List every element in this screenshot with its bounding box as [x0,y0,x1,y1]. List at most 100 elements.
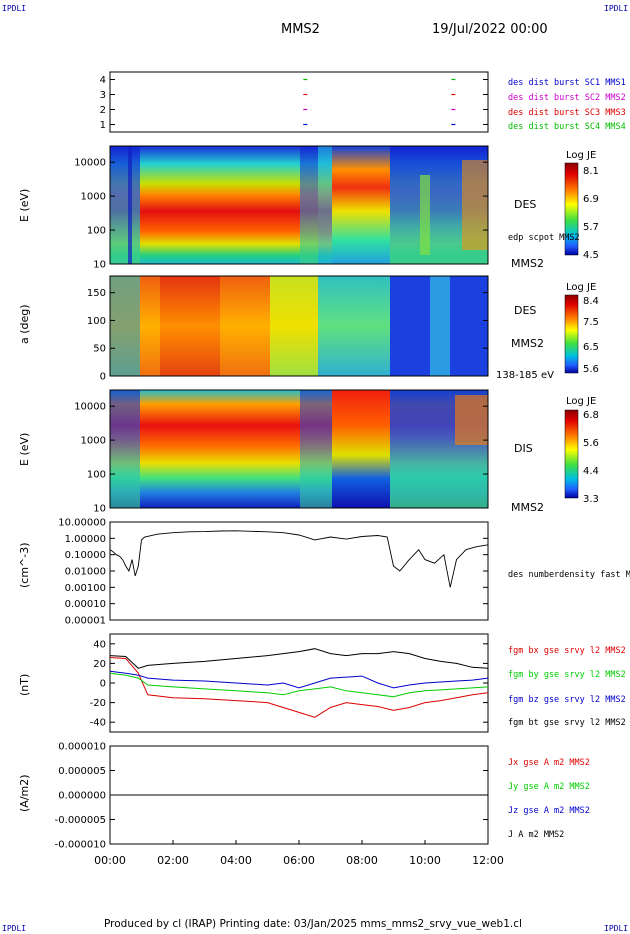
bfield-ylabel: (nT) [18,673,31,696]
des-energy-cb-tick: 6.9 [583,194,599,205]
y-tick-label: 1 [100,120,106,131]
y-tick-label: 100 [87,470,106,481]
y-tick-label: 1000 [81,192,106,203]
y-tick-label: 10 [93,504,106,515]
des-energy-overlay-label: edp scpot MMS2 [508,233,580,243]
density-line [109,530,489,588]
time-axis: 00:00 02:00 04:00 06:00 08:00 10:00 12:00 [94,840,504,867]
x-tick-label: 04:00 [220,854,252,867]
y-tick-label: 100 [87,316,106,327]
y-tick-label: 0 [100,372,106,383]
bfield-line-bz [109,670,489,689]
x-tick-label: 12:00 [472,854,504,867]
dis-energy-spectrogram: 10 100 1000 10000 [74,389,579,515]
footer-credits: Produced by cl (IRAP) Printing date: 03/… [104,918,522,930]
y-tick-label: 100 [87,226,106,237]
dis-energy-cb-tick: 5.6 [583,438,599,449]
y-tick-label: 0.00010 [65,599,106,610]
dis-energy-sublabel: MMS2 [511,501,544,514]
burst-legend-mms4: des dist burst SC4 MMS4 [508,122,626,132]
density-y-axis: 0.00001 0.00010 0.00100 0.01000 0.10000 1.000… [58,518,488,627]
bfield-legend-bz: fgm bz gse srvy l2 MMS2 [508,695,626,705]
y-tick-label: 0.000000 [58,791,106,802]
density-legend: des numberdensity fast M [508,570,630,580]
x-tick-label: 10:00 [409,854,441,867]
bfield-legend-by: fgm by gse srvy l2 MMS2 [508,670,626,680]
des-energy-cb-tick: 4.5 [583,250,599,261]
y-tick-label: 20 [93,659,106,670]
des-pitch-cb-tick: 6.5 [583,342,599,353]
corner-label-top-left: IPDLI [2,4,27,13]
page-title: MMS2 [281,22,320,37]
bfield-legend-bt: fgm bt gse srvy l2 MMS2 [508,718,626,728]
burst-panel: 1 2 3 4 [100,71,489,133]
y-tick-label: 0.00001 [65,616,106,627]
des-pitch-cb-tick: 7.5 [583,317,599,328]
density-panel: 0.00001 0.00010 0.00100 0.01000 0.10000 1.000… [58,518,489,627]
dis-energy-colorbar-title: Log JE [566,396,597,407]
bfield-y-axis: -40 -20 0 20 40 [90,639,488,729]
current-legend-jz: Jz gse A m2 MMS2 [508,806,590,816]
page-date: 19/Jul/2022 00:00 [432,22,548,37]
current-legend-jy: Jy gse A m2 MMS2 [508,782,590,792]
y-tick-label: -0.000005 [55,815,106,826]
y-tick-label: 0.00100 [65,583,106,594]
y-tick-label: 150 [87,288,106,299]
burst-y-axis: 1 2 3 4 [100,75,488,131]
des-energy-colorbar-title: Log JE [566,150,597,161]
dis-energy-y-axis: 10 100 1000 10000 [74,402,488,515]
burst-legend-mms3: des dist burst SC3 MMS3 [508,108,626,118]
y-tick-label: 0 [100,679,106,690]
des-pitch-cb-tick: 8.4 [583,296,599,307]
current-y-axis: -0.000010 -0.000005 0.000000 0.000005 0.0000… [55,742,488,851]
burst-marks [303,78,456,126]
x-tick-label: 00:00 [94,854,126,867]
y-tick-label: 0.000010 [58,742,106,753]
des-pitch-y-axis: 0 50 100 150 [87,288,488,383]
x-tick-label: 02:00 [157,854,189,867]
des-pitch-spectrogram: 0 50 100 150 [87,275,579,383]
des-pitch-colorbar-title: Log JE [566,282,597,293]
dis-energy-cb-tick: 3.3 [583,494,599,505]
des-energy-label: DES [514,198,537,211]
corner-label-top-right: IPDLI [604,4,629,13]
bfield-legend-bx: fgm bx gse srvy l2 MMS2 [508,646,626,656]
burst-legend-mms2: des dist burst SC2 MMS2 [508,93,626,103]
des-pitch-ylabel: a (deg) [18,304,31,344]
y-tick-label: -40 [90,718,106,729]
des-energy-colorbar [564,162,579,256]
dis-energy-cb-tick: 6.8 [583,410,599,421]
y-tick-label: -20 [90,698,106,709]
dis-energy-label: DIS [514,442,533,455]
y-tick-label: -0.000010 [55,840,106,851]
current-panel: -0.000010 -0.000005 0.000000 0.000005 0.0000… [55,742,489,851]
dis-energy-cb-tick: 4.4 [583,466,599,477]
y-tick-label: 50 [93,344,106,355]
bfield-line-bt [109,648,489,669]
des-energy-ylabel: E (eV) [18,188,31,222]
des-pitch-label: DES [514,304,537,317]
y-tick-label: 10000 [74,402,106,413]
current-legend-jx: Jx gse A m2 MMS2 [508,758,590,768]
dis-energy-colorbar [564,409,579,499]
current-legend-j: J A m2 MMS2 [508,830,565,840]
y-tick-label: 0.000005 [58,766,106,777]
des-energy-sublabel: MMS2 [511,257,544,270]
y-tick-label: 10 [93,260,106,271]
des-pitch-colorbar [564,294,579,374]
des-pitch-sublabel: MMS2 [511,337,544,350]
y-tick-label: 0.01000 [65,567,106,578]
y-tick-label: 40 [93,639,106,650]
corner-label-bottom-right: IPDLI [604,924,629,933]
y-tick-label: 1000 [81,436,106,447]
des-pitch-energy-range: 138-185 eV [496,370,554,381]
y-tick-label: 0.10000 [65,550,106,561]
bfield-line-bx [109,657,489,718]
corner-label-bottom-left: IPDLI [2,924,27,933]
y-tick-label: 3 [100,90,106,101]
y-tick-label: 2 [100,105,106,116]
y-tick-label: 10000 [74,158,106,169]
bfield-panel: -40 -20 0 20 40 [90,633,489,733]
des-energy-y-axis: 10 100 1000 10000 [74,158,488,271]
